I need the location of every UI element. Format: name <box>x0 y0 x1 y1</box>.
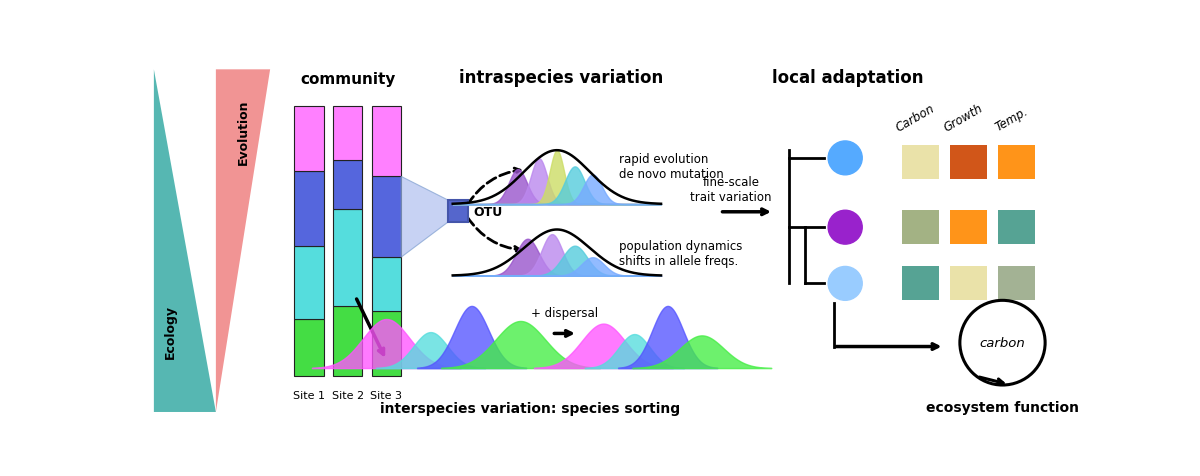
Text: Site 3: Site 3 <box>371 390 402 400</box>
Bar <box>332 161 362 209</box>
Bar <box>294 172 324 247</box>
Text: interspecies variation: species sorting: interspecies variation: species sorting <box>379 401 680 415</box>
Bar <box>294 247 324 319</box>
Text: Site 2: Site 2 <box>331 390 364 400</box>
Bar <box>332 107 362 161</box>
Text: carbon: carbon <box>979 337 1025 349</box>
Text: rapid evolution
de novo mutation: rapid evolution de novo mutation <box>619 152 724 180</box>
Polygon shape <box>216 70 270 412</box>
Bar <box>901 211 938 245</box>
Bar <box>294 319 324 376</box>
Bar <box>998 211 1036 245</box>
Text: ecosystem function: ecosystem function <box>926 400 1079 414</box>
Bar <box>998 146 1036 179</box>
Bar <box>901 267 938 301</box>
Bar <box>332 209 362 306</box>
Bar <box>332 306 362 376</box>
Text: local adaptation: local adaptation <box>772 69 923 87</box>
Text: fine-scale
trait variation: fine-scale trait variation <box>690 175 772 203</box>
Circle shape <box>828 211 863 245</box>
Bar <box>372 177 401 258</box>
Text: Growth: Growth <box>942 101 985 134</box>
Polygon shape <box>154 70 216 412</box>
Text: intraspecies variation: intraspecies variation <box>458 69 662 87</box>
Bar <box>998 267 1036 301</box>
Text: Site 1: Site 1 <box>293 390 325 400</box>
Bar <box>372 258 401 311</box>
Bar <box>949 146 986 179</box>
Bar <box>372 311 401 376</box>
Text: Temp.: Temp. <box>994 105 1031 134</box>
Text: Evolution: Evolution <box>236 99 250 164</box>
Text: community: community <box>300 72 395 87</box>
Bar <box>449 201 468 222</box>
Bar <box>901 146 938 179</box>
Text: Carbon: Carbon <box>894 101 937 134</box>
Bar <box>949 211 986 245</box>
Text: + dispersal: + dispersal <box>532 307 598 319</box>
Text: OTU: OTU <box>473 205 503 218</box>
Circle shape <box>828 267 863 301</box>
Text: population dynamics
shifts in allele freqs.: population dynamics shifts in allele fre… <box>619 239 743 267</box>
Bar <box>949 267 986 301</box>
Bar <box>294 107 324 172</box>
Circle shape <box>828 142 863 176</box>
Text: Ecology: Ecology <box>163 305 176 358</box>
Bar <box>372 107 401 177</box>
Polygon shape <box>401 177 449 258</box>
